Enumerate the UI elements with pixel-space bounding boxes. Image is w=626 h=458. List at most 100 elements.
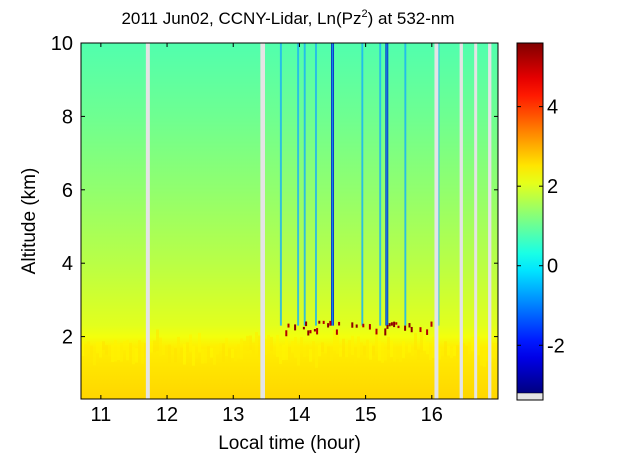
boundary-layer-texture — [114, 339, 117, 362]
boundary-layer-texture — [483, 348, 486, 367]
boundary-layer-texture — [204, 348, 207, 364]
boundary-layer-texture — [168, 344, 171, 363]
boundary-layer-texture — [306, 344, 309, 357]
cloud-streak-core — [361, 43, 363, 326]
x-tick-label: 14 — [288, 404, 310, 426]
boundary-layer-texture — [423, 334, 426, 351]
boundary-layer-texture — [135, 348, 138, 363]
cloud-base-mark — [307, 330, 310, 336]
boundary-layer-texture — [198, 332, 201, 353]
boundary-layer-texture — [174, 348, 177, 363]
boundary-layer-texture — [381, 342, 384, 363]
boundary-layer-texture — [324, 344, 327, 354]
cloud-base-mark — [313, 329, 316, 332]
boundary-layer-texture — [126, 339, 129, 361]
boundary-layer-texture — [105, 345, 108, 355]
cloud-base-mark — [404, 325, 407, 331]
data-gap — [474, 43, 478, 399]
y-axis-label: Altitude (km) — [19, 168, 40, 275]
boundary-layer-texture — [225, 337, 228, 356]
cloud-streak-core — [404, 43, 406, 326]
boundary-layer-texture — [159, 337, 162, 357]
cloud-base-mark — [351, 322, 354, 328]
boundary-layer-texture — [213, 348, 216, 365]
boundary-layer-texture — [336, 332, 339, 354]
boundary-layer-texture — [108, 344, 111, 356]
boundary-layer-texture — [402, 340, 405, 359]
boundary-layer-texture — [102, 341, 105, 350]
data-gap — [488, 43, 492, 399]
colorbar-ticks: -2 0 2 4 — [517, 97, 565, 357]
boundary-layer-texture — [351, 335, 354, 356]
colorbar-tick-label: 4 — [547, 97, 558, 119]
cloud-base-mark — [362, 323, 365, 328]
y-tick-label: 10 — [51, 33, 73, 55]
boundary-layer-texture — [207, 346, 210, 358]
boundary-layer-texture — [411, 346, 414, 356]
boundary-layer-texture — [90, 345, 93, 360]
boundary-layer-texture — [243, 340, 246, 351]
boundary-layer-texture — [363, 345, 366, 356]
data-gap — [434, 43, 439, 399]
boundary-layer-texture — [339, 347, 342, 357]
boundary-layer-texture — [429, 343, 432, 361]
colorbar-frame — [516, 42, 544, 401]
boundary-layer-texture — [171, 346, 174, 355]
boundary-layer-texture — [210, 347, 213, 358]
colorbar-tick-label: 2 — [547, 176, 558, 198]
boundary-layer-texture — [438, 348, 441, 360]
boundary-layer-texture — [333, 330, 336, 351]
boundary-layer-texture — [417, 349, 420, 360]
cloud-base-mark — [419, 327, 422, 333]
boundary-layer-texture — [387, 336, 390, 350]
cloud-base-mark — [410, 326, 413, 333]
y-tick-label: 4 — [62, 253, 73, 275]
x-axis: 11 12 13 14 15 16 — [90, 43, 443, 426]
boundary-layer-texture — [444, 341, 447, 357]
cloud-base-mark — [386, 325, 389, 329]
boundary-layer-texture — [237, 344, 240, 359]
cloud-base-mark — [305, 321, 308, 327]
boundary-layer-texture — [486, 349, 489, 362]
plot-area — [81, 43, 498, 399]
boundary-layer-texture — [240, 338, 243, 360]
boundary-layer-texture — [279, 346, 282, 364]
colorbar-nan-cap — [516, 392, 544, 401]
boundary-layer-texture — [129, 342, 132, 360]
boundary-layer-texture — [321, 342, 324, 353]
boundary-layer-texture — [354, 347, 357, 364]
boundary-layer-texture — [165, 345, 168, 357]
boundary-layer-texture — [420, 330, 423, 353]
cloud-base-mark — [375, 328, 378, 335]
boundary-layer-texture — [372, 345, 375, 356]
boundary-layer-texture — [264, 339, 267, 355]
cloud-base-mark — [294, 324, 297, 331]
cloud-base-mark — [393, 321, 396, 328]
boundary-layer-texture — [120, 342, 123, 362]
boundary-layer-texture — [189, 334, 192, 352]
cloud-base-mark — [329, 320, 332, 326]
boundary-layer-texture — [192, 346, 195, 366]
y-tick-label: 2 — [62, 327, 73, 349]
boundary-layer-texture — [144, 342, 147, 358]
cloud-streak-core — [332, 43, 334, 326]
boundary-layer-texture — [465, 345, 468, 361]
boundary-layer-texture — [285, 338, 288, 360]
cloud-streak-core — [315, 43, 317, 326]
boundary-layer-texture — [276, 335, 279, 357]
boundary-layer-texture — [426, 341, 429, 355]
boundary-layer-texture — [99, 341, 102, 358]
colorbar: -2 0 2 4 — [516, 42, 565, 401]
boundary-layer-texture — [81, 341, 84, 356]
boundary-layer-texture — [162, 346, 165, 356]
cloud-base-mark — [327, 323, 330, 328]
boundary-layer-texture — [345, 345, 348, 358]
boundary-layer-texture — [369, 343, 372, 360]
boundary-layer-texture — [219, 343, 222, 352]
boundary-layer-texture — [303, 347, 306, 358]
data-gap — [459, 43, 463, 399]
boundary-layer-texture — [132, 347, 135, 365]
cloud-base-mark — [388, 323, 391, 327]
cloud-base-mark — [355, 324, 358, 328]
boundary-layer-texture — [123, 341, 126, 351]
